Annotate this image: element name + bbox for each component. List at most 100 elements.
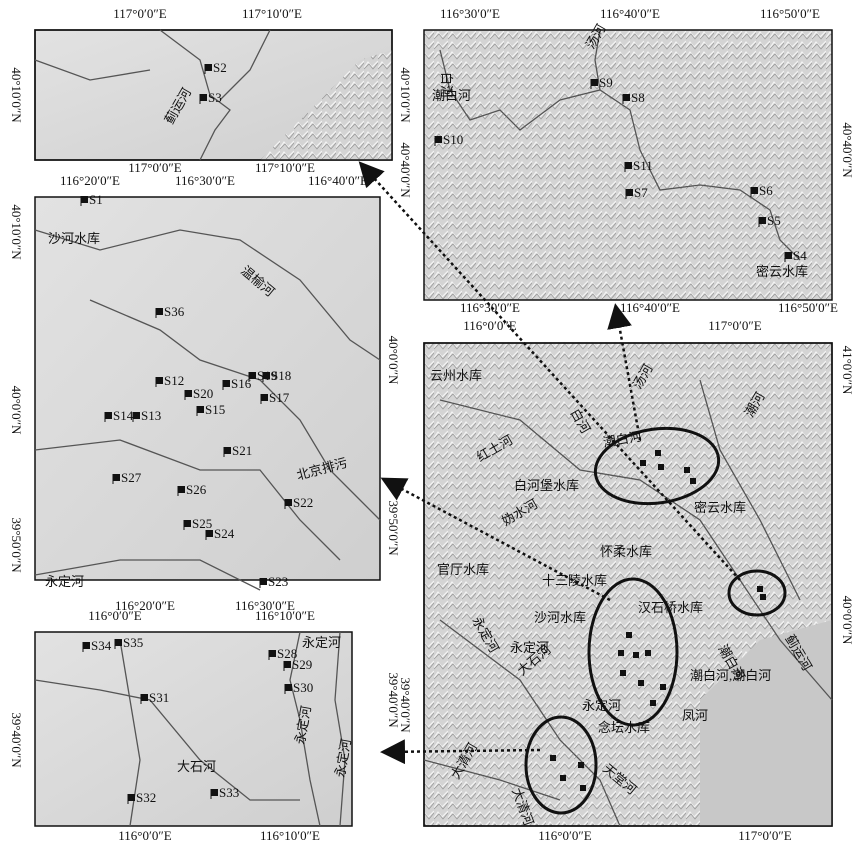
site-flag xyxy=(185,390,192,397)
place-label: 永定河 xyxy=(302,635,341,650)
site-label: S31 xyxy=(149,690,169,705)
place-label: 念坛水库 xyxy=(598,720,650,735)
longitude-tick-label: 117°0′0″E xyxy=(708,318,761,333)
site-flag xyxy=(81,196,88,203)
longitude-tick-label: 116°10′0″E xyxy=(255,608,315,623)
place-label: 凤河 xyxy=(682,708,708,723)
longitude-tick-label: 117°10′0″E xyxy=(242,6,302,21)
place-label: 永定河 xyxy=(45,574,84,589)
site-label: S22 xyxy=(293,495,313,510)
site-flag xyxy=(224,447,231,454)
place-label: 沙河水库 xyxy=(534,610,586,625)
site-flag xyxy=(133,412,140,419)
site-flag xyxy=(205,64,212,71)
frames xyxy=(35,30,832,826)
site-label: S35 xyxy=(123,635,143,650)
longitude-tick-label: 116°10′0″E xyxy=(260,828,320,843)
longitude-tick-label: 117°0′0″E xyxy=(738,828,791,843)
site-label: S17 xyxy=(269,390,290,405)
place-label: 潮白河,潮白河 xyxy=(690,668,771,683)
site-label: S2 xyxy=(213,60,227,75)
longitude-tick-label: 117°10′0″E xyxy=(255,160,315,175)
site-flag xyxy=(626,189,633,196)
latitude-tick-label: 40°40′0″N xyxy=(840,122,855,178)
longitude-tick-label: 116°20′0″E xyxy=(60,173,120,188)
site-flag xyxy=(285,684,292,691)
latitude-tick-label: 39°40′0″N xyxy=(398,677,413,733)
site-flag xyxy=(141,694,148,701)
site-flag xyxy=(200,94,207,101)
longitude-tick-label: 116°0′0″E xyxy=(118,828,171,843)
site-label: S21 xyxy=(232,443,252,458)
latitude-tick-label: 40°0′0″N xyxy=(386,336,401,385)
site-label: S32 xyxy=(136,790,156,805)
site-label: S24 xyxy=(214,526,235,541)
site-flag xyxy=(249,372,256,379)
site-flag xyxy=(625,162,632,169)
site-label: S10 xyxy=(443,132,463,147)
site-label: S8 xyxy=(631,90,645,105)
longitude-tick-label: 116°40′0″E xyxy=(308,173,368,188)
site-flag xyxy=(197,406,204,413)
place-label: 云州水库 xyxy=(430,368,482,383)
place-label: 永定河 xyxy=(582,698,621,713)
place-label: 密云水库 xyxy=(756,264,808,279)
site-flag xyxy=(785,252,792,259)
site-label: S27 xyxy=(121,470,142,485)
longitude-tick-label: 116°0′0″E xyxy=(538,828,591,843)
site-label: S9 xyxy=(599,75,613,90)
site-flag xyxy=(759,217,766,224)
site-flag xyxy=(751,187,758,194)
site-flag xyxy=(623,94,630,101)
site-flag xyxy=(156,377,163,384)
site-label: S7 xyxy=(634,185,648,200)
site-flag xyxy=(435,136,442,143)
longitude-tick-label: 116°30′0″E xyxy=(440,6,500,21)
longitude-tick-label: 117°0′0″E xyxy=(128,160,181,175)
place-label: 白河堡水库 xyxy=(514,478,579,493)
longitude-tick-label: 116°30′0″E xyxy=(460,300,520,315)
site-flag xyxy=(223,380,230,387)
latitude-tick-label: 39°40′0″N xyxy=(9,712,24,768)
site-flag xyxy=(184,520,191,527)
site-label: S23 xyxy=(268,574,288,589)
site-flag xyxy=(113,474,120,481)
site-label: S1 xyxy=(89,192,103,207)
place-label: 大石河 xyxy=(177,759,216,774)
site-flag xyxy=(128,794,135,801)
site-label: S20 xyxy=(193,386,213,401)
site-label: S14 xyxy=(113,408,134,423)
latitude-tick-label: 40°10′0″N xyxy=(9,67,24,123)
latitude-tick-label: 39°50′0″N xyxy=(386,500,401,556)
longitude-tick-label: 116°40′0″E xyxy=(620,300,680,315)
place-label: 汉石桥水库 xyxy=(638,600,703,615)
longitude-tick-label: 116°0′0″E xyxy=(88,608,141,623)
longitude-tick-label: 116°0′0″E xyxy=(463,318,516,333)
latitude-tick-label: 40°0′0″N xyxy=(840,596,855,645)
site-flag xyxy=(211,789,218,796)
site-flag xyxy=(260,578,267,585)
site-flag xyxy=(178,486,185,493)
latitude-tick-label: 40°40′0″N xyxy=(398,142,413,198)
latitude-tick-label: 41°0′0″N xyxy=(840,346,855,395)
place-label: 潮白河 xyxy=(432,88,471,103)
longitude-tick-label: 116°30′0″E xyxy=(175,173,235,188)
site-label: S25 xyxy=(192,516,212,531)
longitude-tick-label: 117°0′0″E xyxy=(113,6,166,21)
site-label: S12 xyxy=(164,373,184,388)
site-flag xyxy=(156,308,163,315)
latitude-tick-label: 40°0′0″N xyxy=(9,386,24,435)
site-flag xyxy=(285,499,292,506)
site-label: S29 xyxy=(292,657,312,672)
site-flag xyxy=(83,642,90,649)
site-label: S11 xyxy=(633,158,653,173)
longitude-tick-label: 116°50′0″E xyxy=(778,300,838,315)
site-flag xyxy=(263,372,270,379)
site-label: S6 xyxy=(759,183,773,198)
site-label: S15 xyxy=(205,402,225,417)
site-label: S36 xyxy=(164,304,185,319)
site-flag xyxy=(591,79,598,86)
site-label: S13 xyxy=(141,408,161,423)
site-label: S5 xyxy=(767,213,781,228)
place-label: 密云水库 xyxy=(694,500,746,515)
